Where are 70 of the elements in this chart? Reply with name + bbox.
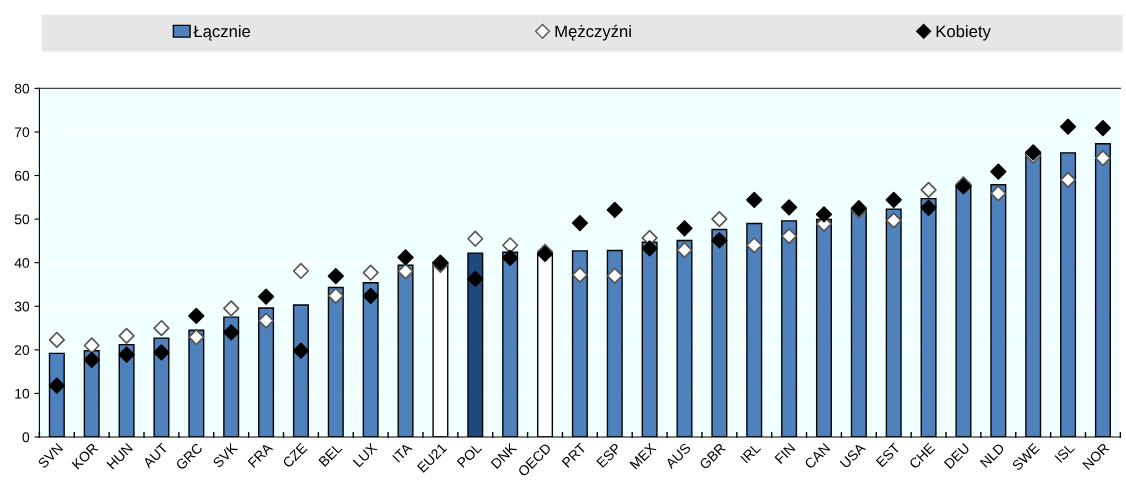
point (780, 199, 798, 216)
point (606, 201, 623, 219)
point (502, 249, 519, 267)
point (362, 287, 379, 304)
legend-label: Łącznie (193, 25, 251, 41)
point (327, 287, 344, 304)
x-tick-label: ITA (392, 442, 413, 463)
point (118, 327, 135, 345)
point (257, 288, 275, 305)
point (780, 227, 798, 245)
y-tick-label: 0 (22, 432, 30, 443)
point (1094, 149, 1112, 167)
point (920, 181, 937, 199)
point (362, 264, 379, 281)
point (571, 214, 589, 232)
y-tick-label: 80 (14, 83, 30, 94)
point (83, 351, 100, 368)
point (397, 263, 414, 280)
y-tick-label: 70 (14, 127, 30, 138)
x-tick-label: FRA (247, 442, 274, 468)
x-tick-label: ISL (1054, 442, 1075, 463)
x-tick-label: USA (839, 442, 867, 469)
legend-label: Kobiety (936, 25, 991, 41)
point (153, 319, 170, 337)
y-tick-label: 30 (14, 301, 30, 312)
legend-label: Mężczyźni (555, 24, 631, 41)
point (571, 266, 589, 284)
point (223, 300, 240, 317)
point (1094, 119, 1112, 137)
y-tick-label: 20 (14, 345, 30, 356)
y-tick-label: 40 (14, 258, 30, 268)
point (815, 206, 833, 223)
x-tick-label: FIN (774, 443, 796, 464)
point (467, 230, 484, 247)
point (257, 312, 275, 329)
point (920, 199, 937, 216)
point (1059, 171, 1077, 189)
x-tick-label: POL (456, 442, 483, 468)
point (990, 163, 1007, 180)
point (118, 346, 135, 363)
point (292, 262, 310, 280)
point (397, 249, 414, 266)
y-tick-label: 10 (15, 388, 30, 399)
point (327, 268, 344, 285)
point (606, 267, 623, 284)
point (885, 191, 902, 209)
point (711, 210, 728, 228)
point (746, 191, 763, 209)
y-tick-label: 50 (14, 214, 30, 225)
x-tick-label: BEL (318, 442, 343, 467)
point (711, 232, 728, 249)
point (676, 241, 693, 259)
point (188, 307, 205, 324)
point (885, 212, 902, 229)
point (990, 185, 1007, 202)
point (83, 337, 100, 354)
point (223, 324, 240, 341)
point (676, 220, 693, 237)
point (292, 342, 310, 359)
point (48, 331, 65, 348)
point (502, 237, 519, 254)
point (746, 237, 763, 254)
point (188, 329, 205, 346)
point (641, 240, 658, 257)
point (467, 270, 484, 287)
x-tick-label: IRL (740, 442, 762, 464)
y-tick-label: 60 (14, 170, 30, 181)
point (153, 344, 170, 361)
point (1059, 118, 1077, 135)
point (48, 377, 65, 394)
